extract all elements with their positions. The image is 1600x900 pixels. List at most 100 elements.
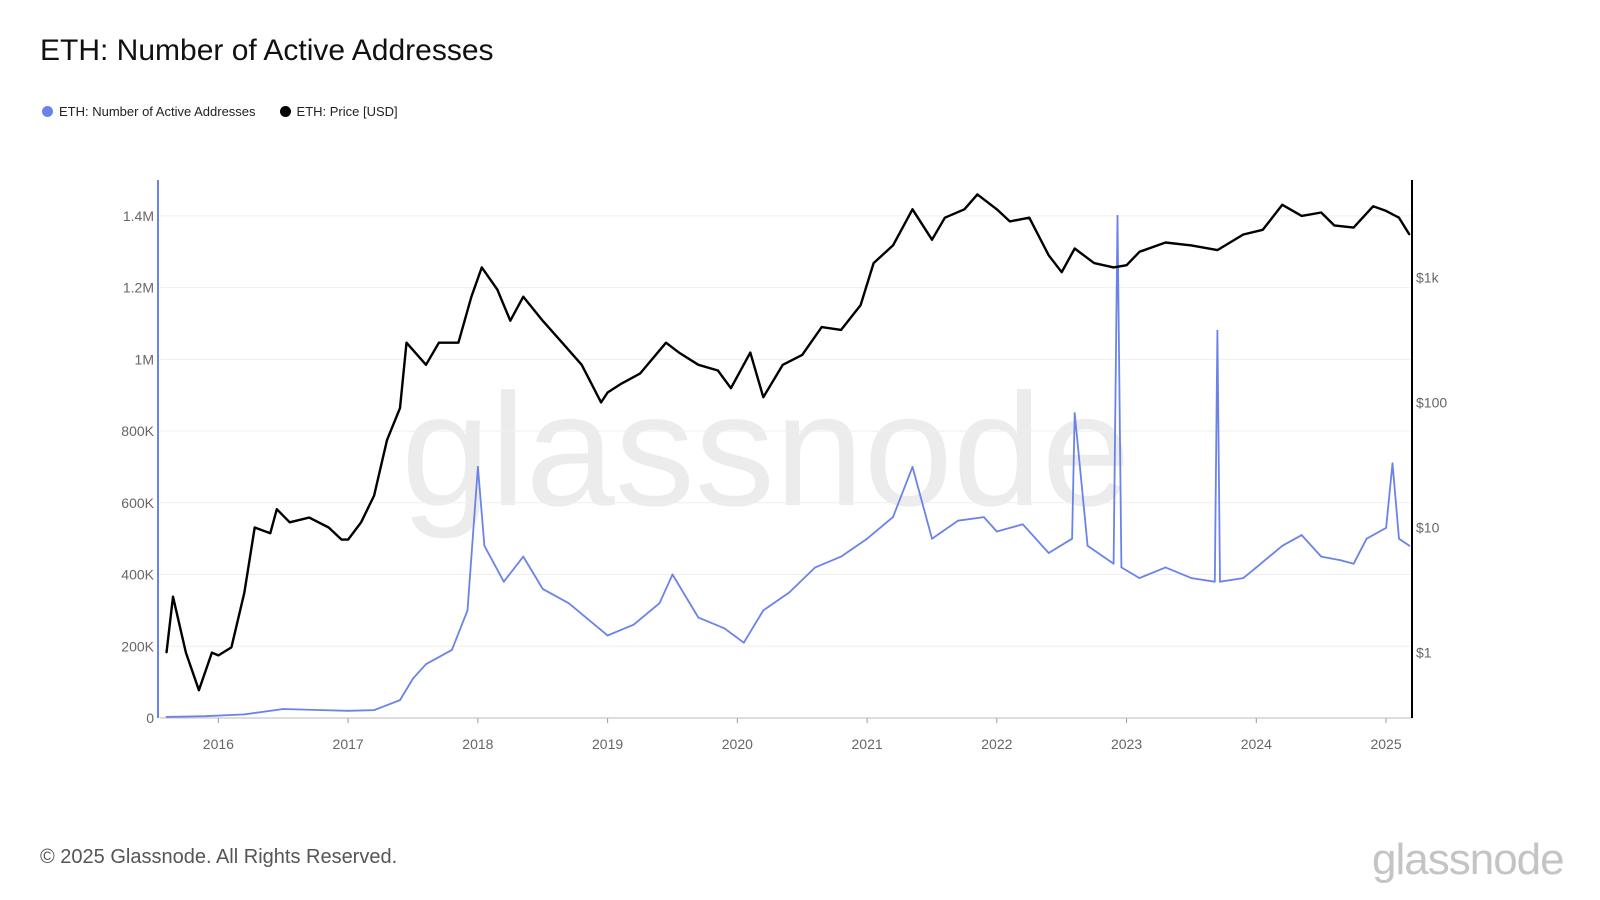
data-point-price xyxy=(639,372,641,375)
data-point-active-addresses xyxy=(476,466,479,468)
data-point-active-addresses xyxy=(1219,580,1221,583)
data-point-active-addresses xyxy=(606,634,609,637)
data-point-active-addresses xyxy=(1213,580,1216,583)
data-point-active-addresses xyxy=(541,587,544,590)
data-point-price xyxy=(931,238,933,241)
data-point-active-addresses xyxy=(1116,214,1119,217)
data-point-price xyxy=(892,244,894,247)
data-point-price xyxy=(561,341,564,344)
data-point-active-addresses xyxy=(1190,577,1193,580)
data-point-active-addresses xyxy=(1112,562,1115,565)
data-point-active-addresses xyxy=(1300,534,1303,536)
data-point-price xyxy=(619,383,622,386)
legend-label-active-addresses: ETH: Number of Active Addresses xyxy=(59,104,256,119)
data-point-price xyxy=(1333,224,1336,227)
data-point-price xyxy=(496,288,499,291)
data-point-active-addresses xyxy=(1408,544,1411,547)
data-point-active-addresses xyxy=(1365,537,1368,540)
data-point-price xyxy=(995,208,998,211)
data-point-price xyxy=(185,651,187,654)
data-point-price xyxy=(327,526,330,529)
data-point-price xyxy=(275,508,278,511)
legend-label-price: ETH: Price [USD] xyxy=(296,104,398,119)
y-right-tick-label: $10 xyxy=(1416,520,1440,536)
data-point-price xyxy=(678,351,680,354)
data-point-price xyxy=(1352,226,1355,229)
watermark-text: glassnode xyxy=(401,360,1130,539)
x-tick-label: 2017 xyxy=(333,736,364,752)
data-point-price xyxy=(438,341,440,344)
data-point-active-addresses xyxy=(483,544,486,547)
data-point-price xyxy=(373,494,375,497)
data-point-price xyxy=(944,216,946,219)
data-point-price xyxy=(253,526,256,529)
data-point-active-addresses xyxy=(425,663,427,666)
data-point-price xyxy=(1008,220,1011,223)
data-point-price xyxy=(820,326,823,329)
data-point-price xyxy=(1125,264,1128,267)
data-point-price xyxy=(859,304,862,306)
data-point-price xyxy=(1164,241,1167,244)
x-tick-label: 2020 xyxy=(722,736,753,752)
data-point-active-addresses xyxy=(1281,544,1284,547)
data-point-price xyxy=(872,262,875,264)
x-tick-label: 2023 xyxy=(1111,736,1142,752)
data-point-price xyxy=(749,351,752,354)
data-point-price xyxy=(911,208,914,211)
data-point-active-addresses xyxy=(723,627,726,630)
data-point-price xyxy=(606,391,609,394)
data-point-price xyxy=(165,651,168,654)
data-point-active-addresses xyxy=(165,716,168,718)
data-point-price xyxy=(269,532,272,535)
legend: ETH: Number of Active Addresses ETH: Pri… xyxy=(42,104,398,119)
data-point-price xyxy=(697,363,700,366)
data-point-active-addresses xyxy=(593,623,596,626)
y-right-tick-label: $100 xyxy=(1416,394,1447,410)
data-point-active-addresses xyxy=(1073,412,1076,415)
y-left-tick-label: 600K xyxy=(121,495,154,511)
data-point-price xyxy=(716,369,719,372)
data-point-price xyxy=(963,208,966,211)
data-point-active-addresses xyxy=(1047,552,1050,554)
data-point-price xyxy=(172,595,174,598)
data-point-price xyxy=(1216,249,1219,252)
data-point-price xyxy=(308,516,311,519)
y-left-tick-label: 200K xyxy=(121,638,154,654)
data-point-price xyxy=(480,266,483,269)
data-point-active-addresses xyxy=(1071,537,1073,540)
data-point-active-addresses xyxy=(911,466,914,468)
data-point-price xyxy=(1408,233,1411,236)
data-point-price xyxy=(1281,203,1284,206)
x-tick-label: 2018 xyxy=(462,736,493,752)
data-point-active-addresses xyxy=(840,555,843,558)
data-point-active-addresses xyxy=(632,623,635,626)
y-left-tick-label: 1M xyxy=(135,351,154,367)
data-point-price xyxy=(399,407,401,410)
data-point-price xyxy=(1028,216,1031,219)
data-point-active-addresses xyxy=(995,530,998,533)
data-point-active-addresses xyxy=(567,602,570,605)
data-point-active-addresses xyxy=(697,616,700,619)
legend-item-active-addresses[interactable]: ETH: Number of Active Addresses xyxy=(42,104,256,119)
y-left-tick-label: 0 xyxy=(146,710,154,726)
data-point-active-addresses xyxy=(373,709,375,712)
data-point-price xyxy=(210,651,213,654)
data-point-price xyxy=(360,521,362,524)
legend-item-price[interactable]: ETH: Price [USD] xyxy=(279,104,398,119)
data-point-active-addresses xyxy=(762,609,765,612)
chart-title: ETH: Number of Active Addresses xyxy=(40,34,494,67)
data-point-active-addresses xyxy=(1242,577,1245,580)
data-point-active-addresses xyxy=(671,573,674,576)
y-left-tick-label: 1.4M xyxy=(123,208,154,224)
data-point-active-addresses xyxy=(282,708,285,710)
copyright-footer: © 2025 Glassnode. All Rights Reserved. xyxy=(40,846,398,868)
data-point-active-addresses xyxy=(204,715,207,718)
data-point-price xyxy=(976,193,979,196)
data-point-active-addresses xyxy=(1164,566,1167,569)
data-point-active-addresses xyxy=(982,516,985,519)
data-point-price xyxy=(198,689,200,692)
y-left-tick-label: 800K xyxy=(121,423,154,439)
data-point-price xyxy=(347,538,350,541)
data-point-price xyxy=(1385,209,1387,212)
